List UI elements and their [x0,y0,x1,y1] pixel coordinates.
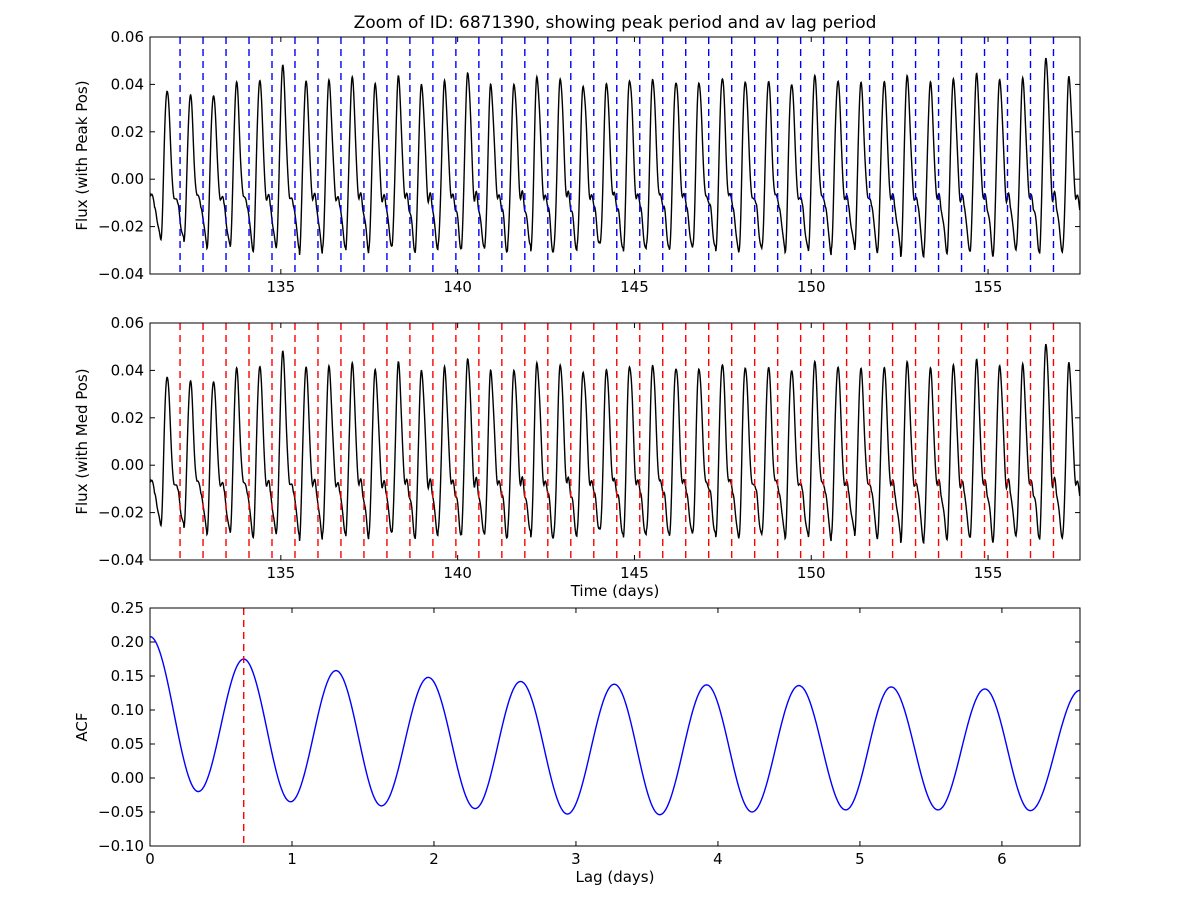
x-tick-label: 3 [571,850,581,868]
x-tick-label: 150 [797,564,826,582]
plot-area [150,37,1080,274]
x-tick-label: 145 [620,564,649,582]
y-tick-label: −0.10 [98,837,144,855]
y-tick-label: −0.04 [98,265,144,283]
panel-top: 135 140 145 150 155 −0.04 −0.02 0.00 0.02 0.04 0.0… [73,28,1081,296]
x-tick-label: 135 [267,278,296,296]
plot-area [150,323,1080,560]
y-tick-label: 0.00 [111,769,144,787]
y-tick-label: 0.00 [111,170,144,188]
axes-frame [149,322,1081,561]
x-tick-label: 155 [974,278,1003,296]
y-axis-label: Flux (with Med Pos) [73,368,91,514]
x-tick-label: 1 [287,850,297,868]
y-tick-label: 0.06 [111,28,144,46]
axes-frame [149,607,1081,847]
y-tick-label: −0.05 [98,803,144,821]
y-tick-label: −0.02 [98,218,144,236]
plot-area [150,608,1080,846]
x-tick-label: 5 [855,850,865,868]
x-tick-label: 4 [713,850,723,868]
x-tick-label: 6 [997,850,1007,868]
y-tick-label: 0.04 [111,75,144,93]
x-tick-label: 150 [797,278,826,296]
y-axis-label: ACF [73,712,91,741]
y-tick-label: 0.10 [111,701,144,719]
y-tick-label: 0.05 [111,735,144,753]
y-tick-label: −0.02 [98,504,144,522]
x-tick-label: 140 [443,564,472,582]
axes-frame [149,36,1081,275]
panels-group: 135 140 145 150 155−0.04−0.020.000.020.040.0… [73,28,1081,886]
panel-bottom: 0 1 2 3 4 5 6 −0.10 −0.05 0.00 0.05 0.10 0.15 0.20 0.2… [73,599,1081,886]
x-tick-label: 0 [145,850,155,868]
x-axis-label: Lag (days) [576,868,655,886]
y-tick-label: 0.15 [111,667,144,685]
y-tick-label: 0.04 [111,361,144,379]
y-tick-label: 0.06 [111,314,144,332]
x-tick-label: 2 [429,850,439,868]
y-tick-label: 0.02 [111,123,144,141]
x-tick-label: 135 [267,564,296,582]
y-axis-label: Flux (with Peak Pos) [73,80,91,230]
y-tick-label: 0.02 [111,409,144,427]
y-tick-label: 0.00 [111,456,144,474]
panel-middle: 135 140 145 150 155 −0.04 −0.02 0.00 0.02 0.04 0.0… [73,314,1081,600]
y-tick-label: 0.25 [111,599,144,617]
x-tick-label: 145 [620,278,649,296]
flux-series-line [150,57,1080,259]
y-tick-label: 0.20 [111,633,144,651]
y-tick-label: −0.04 [98,551,144,569]
x-tick-label: 140 [443,278,472,296]
flux-series-line [150,343,1080,545]
figure-title: Zoom of ID: 6871390, showing peak period… [354,13,877,33]
x-tick-label: 155 [974,564,1003,582]
acf-series-line [150,635,1080,816]
x-axis-label: Time (days) [570,582,660,600]
